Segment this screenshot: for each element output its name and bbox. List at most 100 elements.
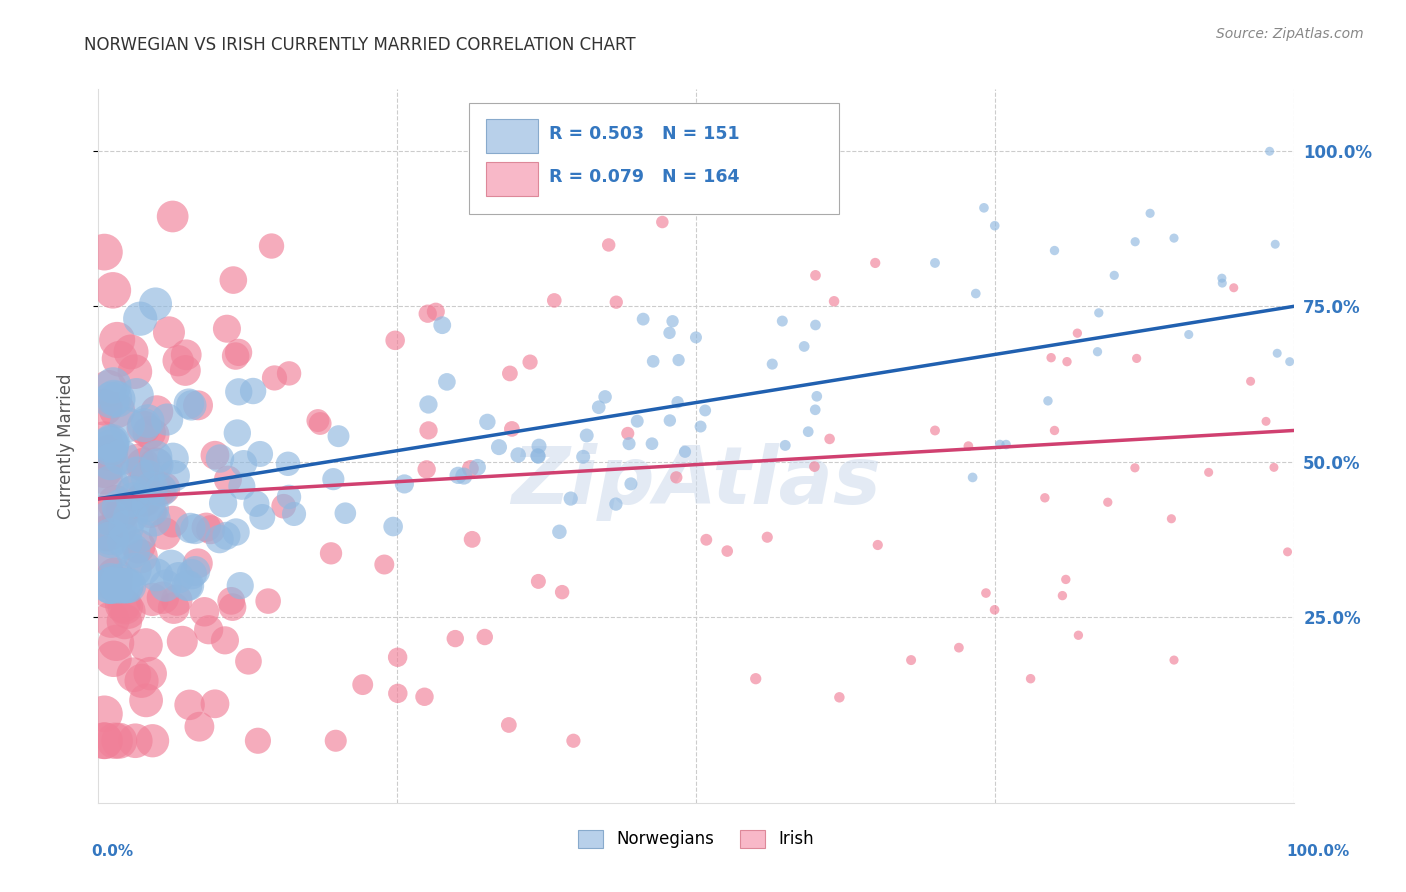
Point — [756, 530, 779, 544]
Text: 100.0%: 100.0% — [1286, 845, 1350, 859]
Point — [139, 666, 162, 681]
Point — [114, 599, 136, 614]
Point — [212, 496, 235, 510]
Point — [103, 576, 125, 591]
Point — [1258, 145, 1281, 159]
Point — [124, 563, 146, 577]
Point — [1239, 374, 1261, 388]
Point — [1056, 354, 1078, 368]
Point — [143, 513, 166, 527]
Point — [319, 546, 342, 560]
Point — [973, 201, 995, 215]
Point — [1278, 354, 1301, 368]
Point — [141, 502, 163, 516]
Point — [134, 492, 156, 507]
Point — [129, 311, 152, 326]
Point — [501, 422, 523, 436]
Point — [325, 733, 347, 747]
Point — [204, 697, 226, 711]
Point — [278, 490, 301, 504]
Point — [93, 433, 115, 447]
FancyBboxPatch shape — [485, 162, 538, 196]
Point — [1052, 589, 1074, 603]
Point — [93, 560, 115, 574]
Point — [508, 448, 530, 462]
Point — [174, 348, 197, 362]
Point — [387, 686, 409, 700]
Point — [745, 672, 768, 686]
Point — [384, 334, 406, 348]
Point — [98, 574, 122, 589]
Point — [974, 586, 997, 600]
Point — [572, 450, 595, 464]
Point — [132, 458, 155, 472]
Point — [689, 419, 711, 434]
Point — [112, 503, 135, 517]
Point — [804, 402, 827, 417]
Point — [616, 426, 638, 441]
Point — [122, 667, 145, 681]
Point — [222, 273, 245, 287]
Point — [1019, 672, 1042, 686]
Point — [246, 733, 269, 747]
Point — [1097, 495, 1119, 509]
Point — [204, 448, 226, 462]
Point — [617, 436, 640, 450]
Point — [176, 579, 198, 593]
Point — [98, 530, 122, 544]
Point — [197, 623, 219, 637]
Point — [93, 733, 115, 747]
Point — [605, 295, 627, 310]
Point — [453, 469, 475, 483]
Point — [179, 521, 201, 535]
Point — [100, 392, 122, 407]
Point — [141, 592, 163, 607]
Point — [221, 600, 243, 615]
Point — [162, 451, 184, 466]
Point — [232, 457, 254, 471]
Point — [118, 579, 141, 593]
Point — [98, 525, 121, 540]
Point — [131, 492, 153, 507]
Point — [98, 578, 122, 592]
Point — [98, 438, 122, 452]
Point — [127, 539, 149, 553]
Point — [277, 457, 299, 471]
Point — [200, 523, 222, 537]
Point — [108, 351, 131, 366]
Point — [924, 256, 946, 270]
Point — [188, 720, 211, 734]
Point — [948, 640, 970, 655]
Point — [108, 520, 131, 534]
Point — [418, 397, 440, 411]
Point — [548, 524, 571, 539]
Point — [643, 354, 665, 368]
Point — [139, 504, 162, 518]
Point — [225, 524, 247, 539]
Point — [145, 457, 167, 471]
Point — [107, 574, 129, 589]
Point — [1223, 281, 1246, 295]
Point — [226, 425, 249, 440]
Point — [695, 403, 717, 417]
Point — [180, 398, 202, 412]
Point — [124, 365, 146, 379]
Point — [1263, 460, 1285, 475]
Point — [104, 733, 127, 747]
Point — [965, 286, 987, 301]
Point — [208, 532, 231, 546]
Point — [160, 558, 183, 573]
Text: Source: ZipAtlas.com: Source: ZipAtlas.com — [1216, 27, 1364, 41]
Point — [1123, 460, 1146, 475]
Point — [415, 462, 437, 476]
Point — [387, 650, 409, 665]
Point — [560, 491, 582, 506]
Point — [112, 615, 135, 629]
Point — [217, 473, 239, 487]
Point — [115, 417, 138, 432]
Point — [527, 439, 550, 453]
Point — [93, 733, 115, 747]
Point — [605, 497, 627, 511]
Point — [382, 519, 405, 533]
Point — [172, 634, 194, 648]
